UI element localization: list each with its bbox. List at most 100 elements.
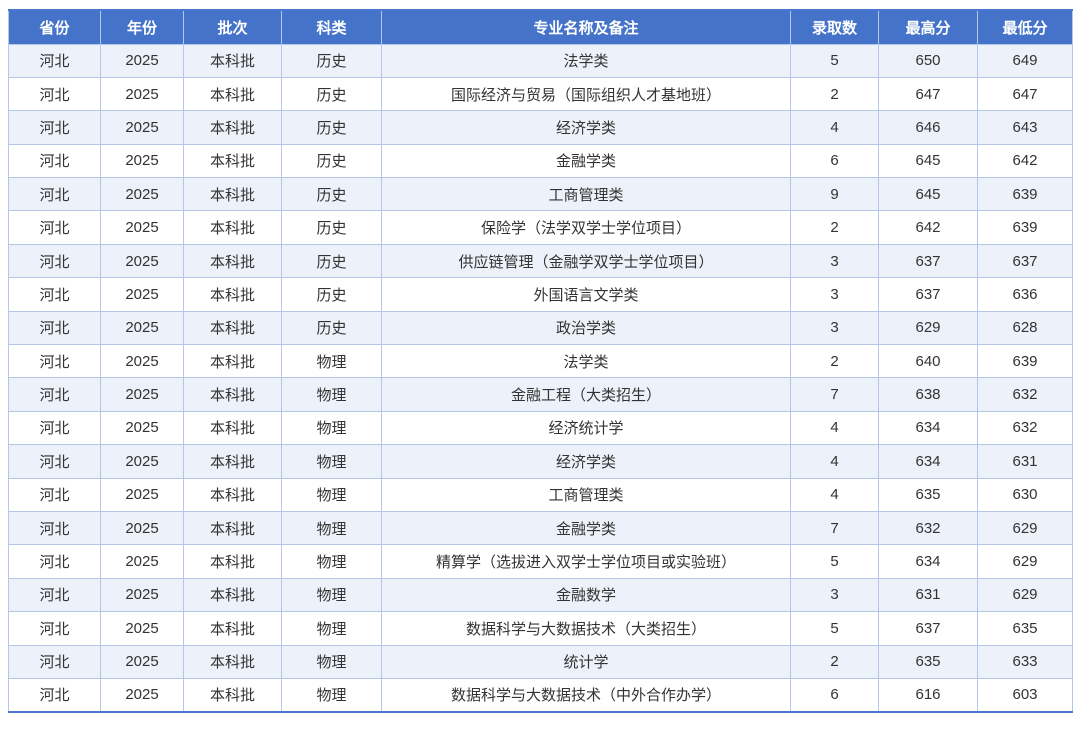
- cell-max-score: 635: [878, 644, 978, 679]
- cell-major: 金融数学: [381, 577, 791, 613]
- cell-admitted: 4: [790, 477, 879, 512]
- cell-batch: 本科批: [183, 110, 282, 145]
- cell-batch: 本科批: [183, 544, 282, 579]
- table-row: 河北 2025 本科批 历史 政治学类 3 629 628: [8, 310, 1073, 346]
- cell-max-score: 634: [878, 444, 978, 479]
- cell-year: 2025: [100, 344, 184, 379]
- cell-admitted: 4: [790, 110, 879, 145]
- cell-batch: 本科批: [183, 577, 282, 613]
- table-row: 河北 2025 本科批 历史 国际经济与贸易（国际组织人才基地班） 2 647 647: [8, 76, 1073, 112]
- cell-batch: 本科批: [183, 611, 282, 646]
- table-row: 河北 2025 本科批 物理 经济统计学 4 634 632: [8, 410, 1073, 446]
- cell-province: 河北: [8, 477, 101, 512]
- cell-admitted: 3: [790, 277, 879, 312]
- cell-province: 河北: [8, 644, 101, 679]
- cell-major: 金融学类: [381, 143, 791, 179]
- cell-subject: 物理: [281, 510, 382, 546]
- cell-min-score: 630: [977, 477, 1073, 512]
- cell-major: 保险学（法学双学士学位项目）: [381, 210, 791, 245]
- cell-province: 河北: [8, 210, 101, 245]
- cell-subject: 物理: [281, 611, 382, 646]
- table-row: 河北 2025 本科批 物理 金融数学 3 631 629: [8, 577, 1073, 613]
- table-row: 河北 2025 本科批 历史 供应链管理（金融学双学士学位项目） 3 637 637: [8, 243, 1073, 279]
- cell-admitted: 2: [790, 344, 879, 379]
- cell-province: 河北: [8, 544, 101, 579]
- table-row: 河北 2025 本科批 物理 精算学（选拔进入双学士学位项目或实验班） 5 634 629: [8, 544, 1073, 579]
- cell-major: 国际经济与贸易（国际组织人才基地班）: [381, 76, 791, 112]
- cell-max-score: 650: [878, 43, 978, 78]
- cell-admitted: 9: [790, 177, 879, 212]
- cell-year: 2025: [100, 677, 184, 713]
- cell-province: 河北: [8, 410, 101, 446]
- cell-min-score: 633: [977, 644, 1073, 679]
- cell-admitted: 7: [790, 377, 879, 412]
- table-row: 河北 2025 本科批 物理 金融工程（大类招生） 7 638 632: [8, 377, 1073, 412]
- cell-admitted: 4: [790, 444, 879, 479]
- cell-province: 河北: [8, 611, 101, 646]
- cell-max-score: 632: [878, 510, 978, 546]
- cell-max-score: 634: [878, 544, 978, 579]
- cell-year: 2025: [100, 544, 184, 579]
- column-header-major: 专业名称及备注: [381, 9, 791, 45]
- cell-subject: 物理: [281, 677, 382, 713]
- cell-province: 河北: [8, 577, 101, 613]
- table-row: 河北 2025 本科批 物理 金融学类 7 632 629: [8, 510, 1073, 546]
- cell-admitted: 6: [790, 143, 879, 179]
- cell-admitted: 2: [790, 76, 879, 112]
- cell-admitted: 5: [790, 544, 879, 579]
- cell-min-score: 639: [977, 210, 1073, 245]
- table-row: 河北 2025 本科批 物理 经济学类 4 634 631: [8, 444, 1073, 479]
- cell-min-score: 632: [977, 377, 1073, 412]
- cell-min-score: 603: [977, 677, 1073, 713]
- table-row: 河北 2025 本科批 历史 法学类 5 650 649: [8, 43, 1073, 78]
- cell-admitted: 7: [790, 510, 879, 546]
- cell-province: 河北: [8, 143, 101, 179]
- admissions-score-table: 省份 年份 批次 科类 专业名称及备注 录取数 最高分 最低分 河北 2025 本科…: [8, 9, 1073, 713]
- cell-admitted: 6: [790, 677, 879, 713]
- cell-max-score: 647: [878, 76, 978, 112]
- cell-major: 工商管理类: [381, 177, 791, 212]
- table-header-row: 省份 年份 批次 科类 专业名称及备注 录取数 最高分 最低分: [8, 9, 1073, 45]
- cell-year: 2025: [100, 243, 184, 279]
- column-header-min-score: 最低分: [977, 9, 1073, 45]
- cell-year: 2025: [100, 410, 184, 446]
- cell-max-score: 637: [878, 243, 978, 279]
- cell-province: 河北: [8, 677, 101, 713]
- cell-province: 河北: [8, 310, 101, 346]
- cell-min-score: 636: [977, 277, 1073, 312]
- cell-year: 2025: [100, 444, 184, 479]
- table-row: 河北 2025 本科批 物理 数据科学与大数据技术（大类招生） 5 637 635: [8, 611, 1073, 646]
- cell-min-score: 642: [977, 143, 1073, 179]
- cell-province: 河北: [8, 377, 101, 412]
- table-body: 河北 2025 本科批 历史 法学类 5 650 649 河北 2025 本科批 历史 国际经济与贸易（…: [8, 43, 1073, 713]
- cell-subject: 物理: [281, 544, 382, 579]
- table-row: 河北 2025 本科批 历史 外国语言文学类 3 637 636: [8, 277, 1073, 312]
- table-row: 河北 2025 本科批 物理 法学类 2 640 639: [8, 344, 1073, 379]
- cell-batch: 本科批: [183, 510, 282, 546]
- cell-subject: 历史: [281, 110, 382, 145]
- cell-max-score: 642: [878, 210, 978, 245]
- cell-subject: 物理: [281, 644, 382, 679]
- column-header-province: 省份: [8, 9, 101, 45]
- cell-year: 2025: [100, 377, 184, 412]
- cell-year: 2025: [100, 177, 184, 212]
- cell-admitted: 3: [790, 310, 879, 346]
- cell-subject: 历史: [281, 210, 382, 245]
- cell-min-score: 647: [977, 76, 1073, 112]
- column-header-batch: 批次: [183, 9, 282, 45]
- cell-max-score: 616: [878, 677, 978, 713]
- cell-max-score: 635: [878, 477, 978, 512]
- table-row: 河北 2025 本科批 历史 经济学类 4 646 643: [8, 110, 1073, 145]
- cell-major: 精算学（选拔进入双学士学位项目或实验班）: [381, 544, 791, 579]
- cell-min-score: 649: [977, 43, 1073, 78]
- cell-year: 2025: [100, 611, 184, 646]
- cell-max-score: 629: [878, 310, 978, 346]
- cell-year: 2025: [100, 477, 184, 512]
- cell-year: 2025: [100, 577, 184, 613]
- cell-major: 经济学类: [381, 110, 791, 145]
- cell-major: 法学类: [381, 344, 791, 379]
- cell-batch: 本科批: [183, 277, 282, 312]
- cell-admitted: 3: [790, 243, 879, 279]
- cell-max-score: 637: [878, 277, 978, 312]
- cell-subject: 物理: [281, 377, 382, 412]
